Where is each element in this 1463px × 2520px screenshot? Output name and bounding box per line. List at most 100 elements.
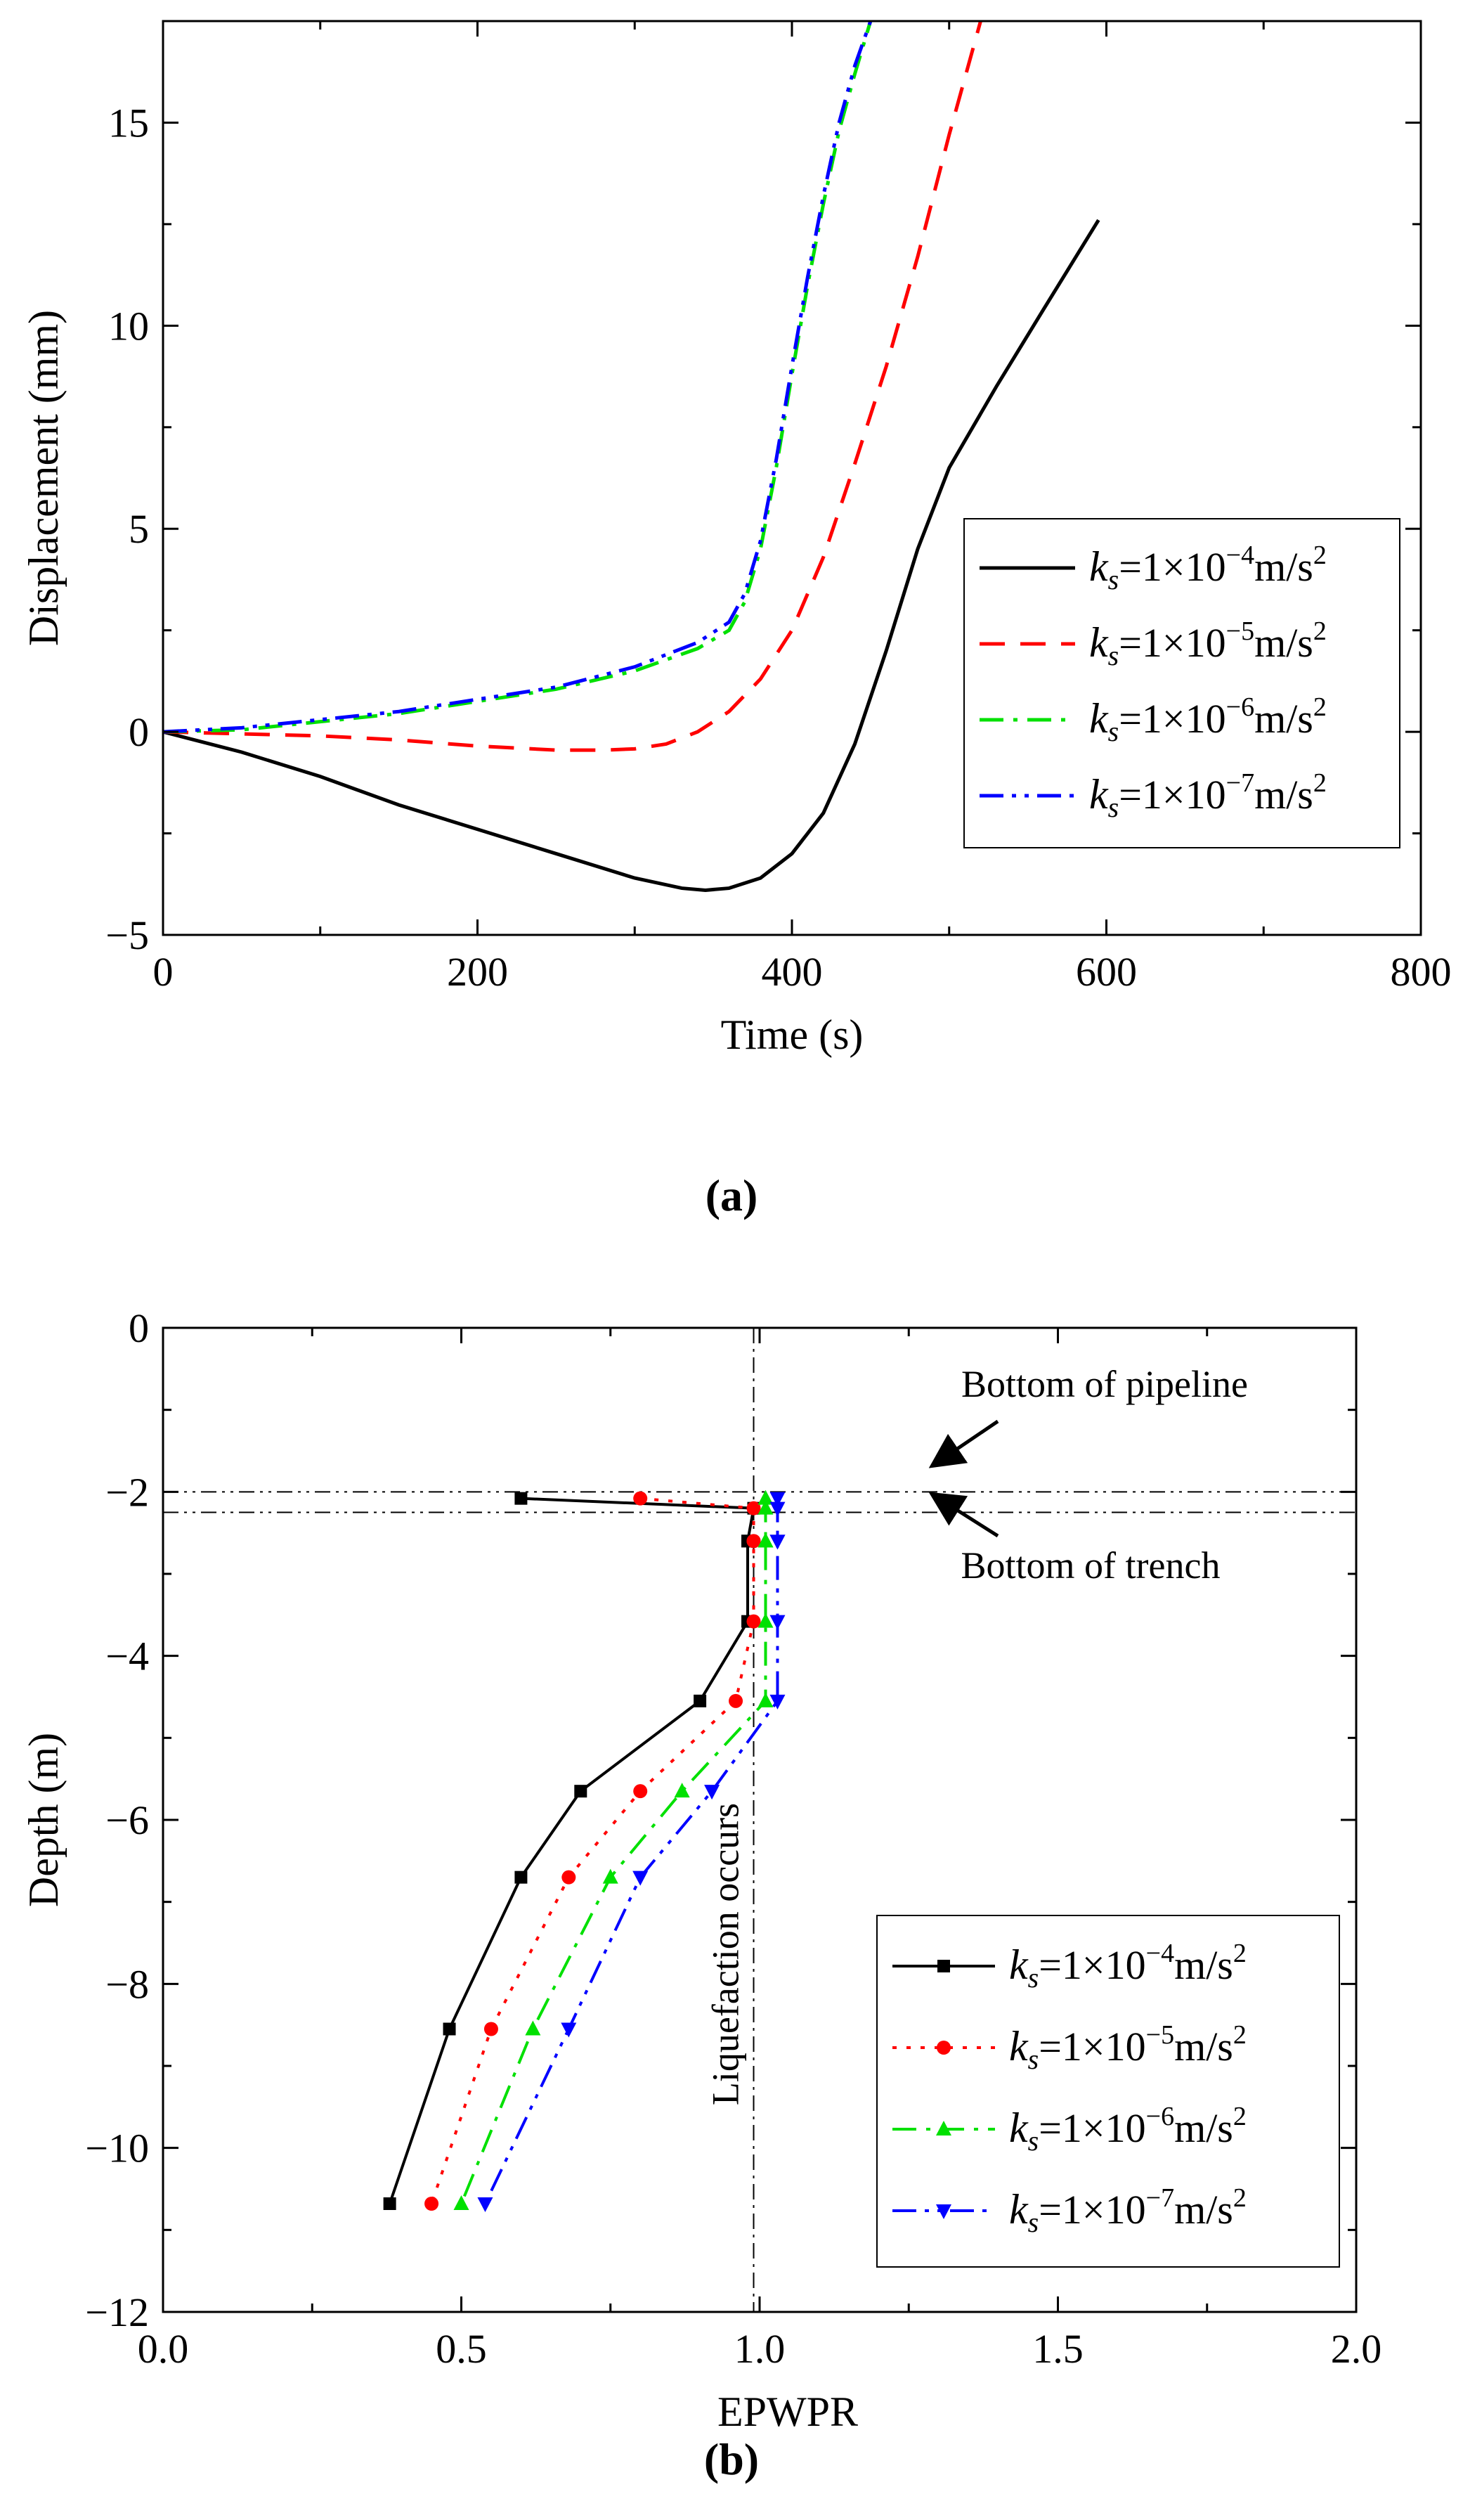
x-tick-label-b-4: 2.0 bbox=[1331, 2326, 1382, 2372]
legend-b-entry-1-unit-exp: 2 bbox=[1233, 1939, 1247, 1968]
legend-a-entry-1-sub: s bbox=[1108, 564, 1119, 595]
legend-a-entry-3-text: =1×10 bbox=[1119, 696, 1225, 742]
y-tick-label-b-3: −6 bbox=[105, 1797, 149, 1843]
series-marker-b-1 bbox=[514, 1492, 528, 1505]
legend-b-entry-2-unit: m/s bbox=[1174, 2024, 1233, 2069]
series-marker-b-3 bbox=[757, 1499, 774, 1515]
legend-b-entry-4-unit-exp: 2 bbox=[1233, 2183, 1247, 2213]
legend-b: ks=1×10−4m/s2ks=1×10−5m/s2ks=1×10−6m/s2k… bbox=[876, 1915, 1340, 2268]
annotation-liquefaction: Liquefaction occurs bbox=[705, 1803, 747, 2105]
legend-b-entry-3-label: ks=1×10−6m/s2 bbox=[1009, 2102, 1247, 2157]
x-axis-label-a: Time (s) bbox=[721, 1012, 864, 1058]
legend-b-entry-4-text: =1×10 bbox=[1039, 2187, 1145, 2233]
series-line-a-4 bbox=[163, 21, 873, 734]
x-axis-label-b: EPWPR bbox=[717, 2389, 858, 2435]
legend-b-marker-4 bbox=[936, 2204, 951, 2219]
series-marker-b-4 bbox=[769, 1501, 786, 1517]
series-marker-b-4 bbox=[704, 1785, 720, 1800]
annotation-pipeline: Bottom of pipeline bbox=[961, 1363, 1248, 1405]
legend-a-entry-1-exp: −4 bbox=[1226, 541, 1254, 570]
series-marker-b-1 bbox=[383, 2197, 396, 2210]
y-axis-label-b: Depth (m) bbox=[20, 1733, 67, 1907]
legend-a-entry-3-unit-exp: 2 bbox=[1313, 692, 1327, 722]
displacement-chart: 0 200 400 600 800 −5 0 5 10 15 Time (s) Displacemen… bbox=[20, 20, 1452, 1220]
series-line-a-2 bbox=[163, 21, 982, 752]
legend-b-entry-4-sub: s bbox=[1028, 2206, 1039, 2238]
legend-a-entry-4-label: ks=1×10−7m/s2 bbox=[1089, 768, 1327, 823]
legend-a-box bbox=[963, 518, 1400, 848]
legend-a-entry-3-sub: s bbox=[1108, 716, 1119, 747]
y-tick-label-a-0: −5 bbox=[105, 912, 149, 958]
series-marker-b-3 bbox=[757, 1613, 774, 1628]
legend-b-entry-3-text: =1×10 bbox=[1039, 2105, 1145, 2151]
series-marker-b-3 bbox=[602, 1868, 618, 1884]
series-marker-b-3 bbox=[757, 1532, 774, 1548]
series-marker-b-4 bbox=[477, 2197, 493, 2212]
legend-a-entry-4-text: =1×10 bbox=[1119, 772, 1225, 818]
series-marker-b-3 bbox=[757, 1692, 774, 1707]
legend-a-entry-4-exp: −7 bbox=[1226, 768, 1254, 798]
legend-b-entry-2-label: ks=1×10−5m/s2 bbox=[1009, 2020, 1247, 2075]
legend-a-entry-1-k: k bbox=[1089, 543, 1109, 590]
legend-b-entry-4-k: k bbox=[1009, 2186, 1029, 2233]
legend-b-marker-2 bbox=[937, 2041, 951, 2055]
legend-b-entry-4-label: ks=1×10−7m/s2 bbox=[1009, 2183, 1247, 2238]
series-marker-b-1 bbox=[694, 1694, 707, 1707]
panel-label-b: (b) bbox=[704, 2434, 759, 2484]
legend-b-entry-1-unit: m/s bbox=[1174, 1942, 1233, 1988]
legend-a-entry-2-unit: m/s bbox=[1254, 620, 1313, 666]
legend-b-entry-3-exp: −6 bbox=[1146, 2102, 1174, 2131]
legend-b-entry-2-exp: −5 bbox=[1146, 2020, 1174, 2050]
series-marker-b-1 bbox=[514, 1870, 528, 1884]
legend-b-entry-2-unit-exp: 2 bbox=[1233, 2020, 1247, 2050]
legend-a-entry-1-label: ks=1×10−4m/s2 bbox=[1089, 541, 1327, 595]
series-marker-b-4 bbox=[561, 2022, 577, 2038]
series-marker-b-4 bbox=[769, 1534, 786, 1550]
legend-a-entry-4-unit-exp: 2 bbox=[1313, 768, 1327, 798]
series-marker-b-1 bbox=[443, 2022, 456, 2036]
series-line-b-4 bbox=[483, 1498, 779, 2204]
y-tick-label-b-4: −4 bbox=[105, 1634, 149, 1679]
series-marker-b-3 bbox=[674, 1783, 690, 1798]
y-tick-label-b-2: −8 bbox=[105, 1961, 149, 2007]
y-tick-label-a-1: 0 bbox=[129, 709, 149, 755]
legend-a-entry-2-k: k bbox=[1089, 619, 1109, 666]
legend-a-entry-3-exp: −6 bbox=[1226, 692, 1254, 722]
series-line-b-1 bbox=[388, 1497, 755, 2204]
legend-b-entry-1-label: ks=1×10−4m/s2 bbox=[1009, 1939, 1247, 1994]
y-tick-label-b-6: 0 bbox=[129, 1305, 149, 1351]
legend-b-entry-2-sub: s bbox=[1028, 2043, 1039, 2075]
legend-b-entry-4-unit: m/s bbox=[1174, 2187, 1233, 2233]
arrow-pipeline bbox=[928, 1419, 999, 1468]
legend-a-entry-2-exp: −5 bbox=[1226, 616, 1254, 646]
legend-b-entry-4-exp: −7 bbox=[1146, 2183, 1174, 2213]
series-marker-b-4 bbox=[769, 1492, 786, 1507]
x-tick-label-b-2: 1.0 bbox=[734, 2326, 786, 2372]
panel-label-a: (a) bbox=[706, 1170, 758, 1220]
y-tick-label-a-3: 10 bbox=[108, 303, 149, 349]
legend-b-entry-1-sub: s bbox=[1028, 1962, 1039, 1994]
legend-a-entry-1-unit: m/s bbox=[1254, 544, 1313, 590]
legend-b-marker-3 bbox=[936, 2121, 951, 2135]
legend-a-entry-1-text: =1×10 bbox=[1119, 544, 1225, 590]
legend-a-entry-4-unit: m/s bbox=[1254, 772, 1313, 818]
x-tick-label-a-1: 200 bbox=[447, 949, 508, 995]
legend-a-entry-2-text: =1×10 bbox=[1119, 620, 1225, 666]
series-marker-b-3 bbox=[453, 2195, 469, 2210]
series-marker-b-3 bbox=[757, 1490, 774, 1505]
series-marker-b-1 bbox=[574, 1785, 587, 1798]
x-tick-label-a-3: 600 bbox=[1076, 949, 1137, 995]
legend-a-entry-1-unit-exp: 2 bbox=[1313, 541, 1327, 570]
series-marker-b-4 bbox=[769, 1615, 786, 1630]
x-tick-label-b-3: 1.5 bbox=[1032, 2326, 1084, 2372]
legend-a-entry-2-label: ks=1×10−5m/s2 bbox=[1089, 616, 1327, 671]
legend-a-entry-4-sub: s bbox=[1108, 791, 1119, 823]
legend-a-entry-3-unit: m/s bbox=[1254, 696, 1313, 742]
x-tick-label-a-2: 400 bbox=[762, 949, 823, 995]
legend-b-entry-2-text: =1×10 bbox=[1039, 2024, 1145, 2069]
series-marker-b-2 bbox=[424, 2197, 439, 2211]
legend-b-entry-3-sub: s bbox=[1028, 2125, 1039, 2157]
legend-b-entry-1-k: k bbox=[1009, 1941, 1029, 1988]
legend-b-box bbox=[876, 1915, 1340, 2268]
